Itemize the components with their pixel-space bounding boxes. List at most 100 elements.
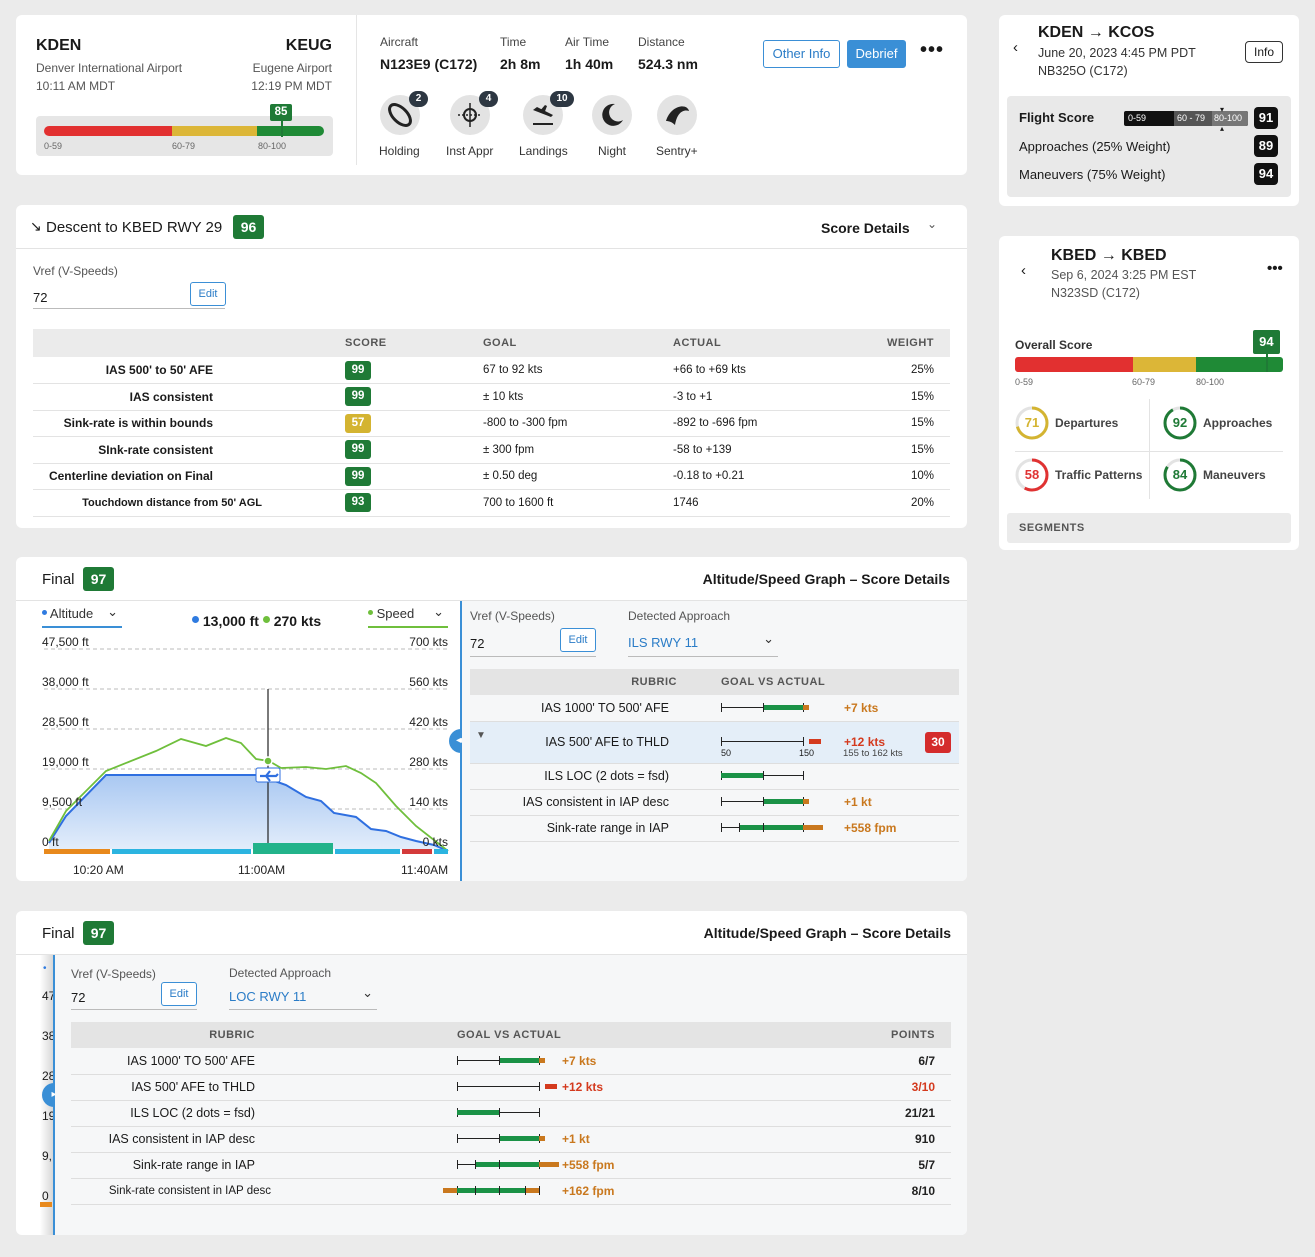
altitude-select[interactable]: Altitude ⌄	[42, 604, 122, 628]
delta-value: +1 kt	[844, 795, 872, 810]
approach-select[interactable]: ILS RWY 11 ⌄	[628, 629, 778, 657]
origin-code: KDEN	[36, 37, 82, 54]
col-goal-vs-actual: GOAL VS ACTUAL	[271, 1022, 850, 1048]
badge-inst-appr[interactable]: 4 Inst Appr	[446, 91, 498, 158]
segment-bar	[253, 843, 333, 854]
badge-night[interactable]: Night	[592, 95, 632, 158]
altitude-select-label: Altitude	[49, 606, 94, 621]
more-menu-icon[interactable]: •••	[920, 39, 945, 61]
col-actual: ACTUAL	[673, 329, 843, 357]
stat-airtime-value: 1h 40m	[565, 56, 614, 72]
goal-vs-actual-graphic	[457, 1158, 572, 1172]
rubric-row[interactable]: IAS 1000' TO 500' AFE +7 kts 6/7	[71, 1048, 951, 1075]
rubric-row[interactable]: IAS 500' AFE to THLD +12 kts 3/10	[71, 1074, 951, 1101]
segments-header[interactable]: SEGMENTS	[1007, 513, 1291, 543]
vref-edit-button[interactable]: Edit	[190, 282, 226, 306]
goal-vs-actual-graphic	[443, 1184, 572, 1198]
rubric-row[interactable]: ILS LOC (2 dots = fsd) 21/21	[71, 1100, 951, 1127]
info-button[interactable]: Info	[1245, 41, 1283, 63]
time-tick: 10:20 AM	[73, 863, 124, 877]
approach-select[interactable]: LOC RWY 11 ⌄	[229, 985, 377, 1010]
vref-input[interactable]: 72	[33, 284, 225, 309]
divider	[1015, 451, 1283, 452]
speed-tick: 700 kts	[409, 635, 448, 649]
back-chevron-icon[interactable]: ‹	[1021, 262, 1026, 279]
flight-aircraft: N323SD (C172)	[1051, 286, 1140, 300]
other-info-button[interactable]: Other Info	[763, 40, 840, 68]
segment-bar	[402, 849, 432, 854]
stat-aircraft-label: Aircraft	[380, 35, 419, 49]
flight-score-value: 91	[1254, 107, 1278, 129]
rubric-name: ILS LOC (2 dots = fsd)	[544, 769, 669, 783]
descent-score: 96	[233, 215, 264, 239]
rubric-row[interactable]: IAS consistent in IAP desc +1 kt	[470, 789, 959, 816]
rubric-row[interactable]: IAS 1000' TO 500' AFE +7 kts	[470, 695, 959, 722]
dest-code: KEUG	[285, 37, 332, 54]
rubric-name: ILS LOC (2 dots = fsd)	[71, 1100, 271, 1127]
score-chip: 57	[345, 413, 371, 433]
time-tick: 11:00AM	[238, 863, 286, 877]
speed-select[interactable]: Speed ⌄	[368, 604, 448, 628]
category-traffic-patterns[interactable]: 58 Traffic Patterns	[1015, 458, 1145, 492]
back-chevron-icon[interactable]: ‹	[1013, 39, 1018, 56]
badge-count: 10	[550, 91, 574, 107]
approach-value: ILS RWY 11	[628, 635, 699, 650]
badge-landings[interactable]: 10 Landings	[519, 91, 574, 158]
rubric-row[interactable]: ▼ IAS 500' AFE to THLD +12 kts 50 150 155 to …	[470, 721, 959, 764]
category-maneuvers[interactable]: 84 Maneuvers	[1163, 458, 1293, 492]
vref-edit-button[interactable]: Edit	[560, 628, 596, 652]
score-scale: 0-59 60 - 79 80-100 ▾ ▴	[1124, 105, 1248, 133]
speed-tick: 420 kts	[409, 715, 448, 729]
graph-header: Altitude/Speed Graph – Score Details	[703, 925, 951, 941]
actual-cell: -892 to -696 fpm	[673, 410, 843, 437]
score-box: Flight Score 0-59 60 - 79 80-100 ▾ ▴ 91 …	[1007, 96, 1291, 197]
badge-sentry[interactable]: Sentry+	[656, 95, 698, 158]
alt-tick: 19,000 ft	[42, 755, 89, 769]
rubric-name: Sink-rate range in IAP	[546, 821, 669, 835]
rubric-row[interactable]: ILS LOC (2 dots = fsd)	[470, 763, 959, 790]
flight-date: Sep 6, 2024 3:25 PM EST	[1051, 268, 1197, 282]
debrief-button[interactable]: Debrief	[847, 40, 906, 68]
rubric-row[interactable]: Sink-rate range in IAP +558 fpm	[470, 815, 959, 842]
rubric-row[interactable]: Sink-rate consistent in IAP desc +162 fpm…	[71, 1178, 951, 1205]
segment-bar	[40, 1202, 52, 1207]
arrow-right-icon: →	[1087, 24, 1104, 41]
category-departures[interactable]: 71 Departures	[1015, 406, 1145, 440]
category-approaches[interactable]: 92 Approaches	[1163, 406, 1293, 440]
points-value: 6/7	[849, 1048, 951, 1075]
delta-value: +7 kts	[562, 1054, 597, 1069]
sentry-icon	[657, 95, 697, 135]
vref-edit-button[interactable]: Edit	[161, 982, 197, 1006]
goal-cell: ± 0.50 deg	[483, 463, 673, 490]
rubric-row[interactable]: Sink-rate range in IAP +558 fpm 5/7	[71, 1152, 951, 1179]
delta-value: +162 fpm	[562, 1184, 615, 1199]
score-details-toggle[interactable]: Score Details	[821, 220, 910, 236]
chevron-down-icon[interactable]: ⌄	[927, 217, 938, 231]
score-details-panel: Vref (V-Speeds) 72 Edit Detected Approac…	[55, 955, 967, 1235]
points-value: 21/21	[849, 1100, 951, 1127]
vref-input[interactable]: 72	[71, 985, 197, 1010]
rubric-name: IAS 500' AFE to THLD	[71, 1074, 271, 1101]
more-menu-icon[interactable]: •••	[1267, 260, 1283, 277]
alt-tick: 9,500 ft	[42, 795, 83, 809]
approaches-label: Approaches (25% Weight)	[1019, 139, 1171, 154]
actual-cell: 1746	[673, 489, 843, 517]
rubric-row[interactable]: IAS consistent in IAP desc +1 kt 910	[71, 1126, 951, 1153]
final-card-1: Final 97 Altitude/Speed Graph – Score De…	[16, 557, 967, 881]
col-score: SCORE	[345, 329, 483, 357]
delta-value: +558 fpm	[562, 1158, 615, 1173]
goal-vs-actual-graphic	[457, 1080, 572, 1094]
vref-input[interactable]: 72	[470, 629, 596, 657]
moon-icon	[592, 95, 632, 135]
altitude-speed-chart[interactable]: Altitude ⌄ Speed ⌄ 13,000 ft 270 kts 47,50…	[16, 601, 461, 881]
points-value: 5/7	[849, 1152, 951, 1179]
expand-caret-icon[interactable]: ▼	[476, 729, 486, 741]
origin-name: Denver International Airport	[36, 61, 183, 75]
weight-cell: 20%	[843, 489, 950, 517]
route: KBED → KBED	[1051, 247, 1167, 265]
score-row: Centerline deviation on Final 99 ± 0.50 de…	[33, 463, 950, 490]
badge-holding[interactable]: 2 Holding	[379, 91, 428, 158]
final-score: 97	[83, 567, 114, 591]
weight-cell: 15%	[843, 383, 950, 411]
stat-aircraft-value: N123E9 (C172)	[380, 56, 478, 72]
